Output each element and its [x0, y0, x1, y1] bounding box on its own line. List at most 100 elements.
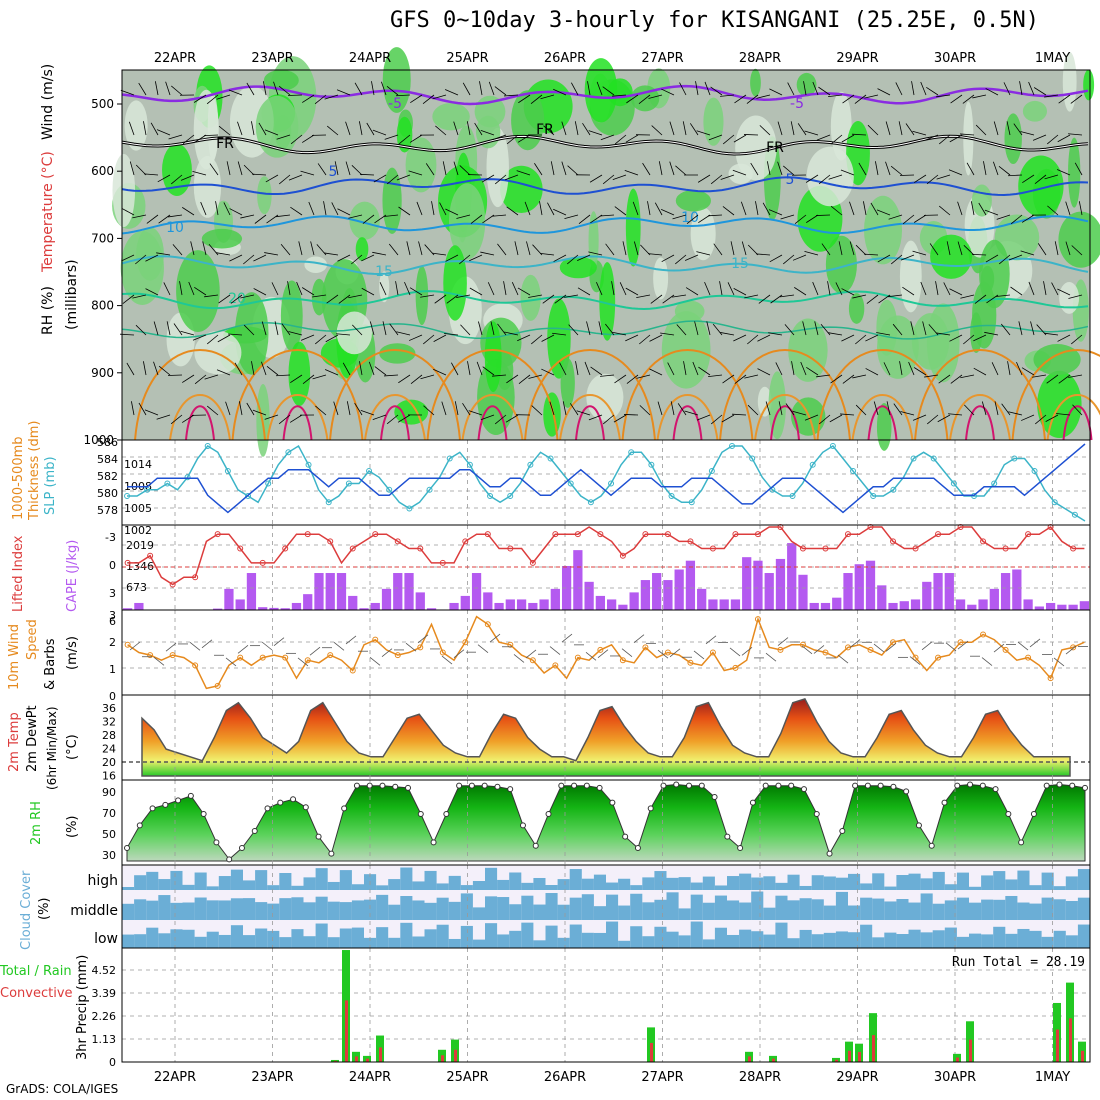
cloud-bar — [593, 874, 606, 890]
wind-barb — [203, 134, 219, 136]
wind-barb — [274, 321, 279, 336]
wind-barb — [1068, 294, 1083, 299]
rh-point — [826, 850, 833, 857]
lifted-index-point — [845, 531, 851, 538]
pressure-tick-label: 1000 — [83, 433, 114, 447]
wind-barb — [312, 374, 327, 380]
wind-barb — [188, 281, 195, 296]
wind-barb — [586, 321, 591, 336]
cloud-row-label: middle — [70, 903, 118, 919]
wind-barb — [913, 214, 927, 223]
wind-barb — [300, 170, 315, 176]
wind-barb — [864, 94, 879, 99]
thickness-line — [127, 443, 1086, 514]
cloud-bar — [787, 874, 800, 890]
wind-barb — [389, 323, 399, 336]
wind-barb — [373, 174, 387, 183]
rh-point — [583, 782, 590, 789]
wind-barb — [600, 374, 615, 377]
cloud-bar — [194, 897, 207, 920]
wind-barb — [794, 287, 807, 296]
cloud-bar — [315, 868, 328, 890]
temp-axis-label: 2m Temp — [7, 712, 22, 772]
wind-barb — [237, 644, 249, 654]
wind-barb — [885, 643, 897, 652]
cape-bar — [1079, 601, 1089, 610]
lifted-index-point — [529, 559, 536, 566]
boundary-layer-contour — [231, 349, 364, 441]
pressure-tick-label: 900 — [91, 366, 114, 380]
rh-point — [545, 811, 552, 817]
cloud-bar — [690, 882, 703, 890]
wind-barb — [747, 404, 759, 416]
cloud-bar — [823, 932, 836, 948]
precip-tick-label: 4.52 — [92, 964, 117, 977]
slp-point — [164, 480, 171, 487]
rh-point — [1056, 781, 1063, 788]
wind-barb — [661, 88, 675, 96]
rh-point — [277, 799, 284, 806]
rh-point — [200, 811, 207, 817]
wind-barb — [506, 206, 519, 216]
cloud-bar — [521, 922, 534, 948]
wind-barb — [567, 254, 579, 265]
wind-barb — [835, 282, 843, 296]
cloud-bar — [606, 894, 619, 920]
wind-barb — [384, 134, 399, 140]
cloud-bar — [969, 902, 982, 920]
cloud-bar — [364, 899, 377, 920]
wind-barb — [1007, 361, 1011, 376]
wind-barb — [543, 125, 555, 136]
wind-barb — [478, 321, 483, 336]
wind-barb — [908, 361, 915, 376]
cloud-bar — [775, 882, 788, 890]
cloud-bar — [545, 893, 558, 920]
wind-barb — [935, 281, 939, 296]
rh-point — [647, 805, 654, 812]
wind-barb — [657, 649, 669, 659]
wind-barb — [243, 254, 255, 265]
rh-point — [634, 845, 641, 851]
cape-bar — [989, 588, 999, 610]
wind-barb — [747, 244, 759, 256]
wind-barb — [911, 81, 915, 96]
cloud-bar — [194, 936, 207, 948]
cape-bar — [629, 592, 639, 610]
contour-label: FR — [216, 136, 234, 152]
cloud-bar — [763, 907, 776, 920]
cloud-bar — [884, 901, 897, 920]
wind-barb — [453, 649, 465, 658]
cloud-bar — [751, 891, 764, 920]
wind-barb — [960, 133, 975, 136]
wind-barb — [804, 130, 819, 136]
cloud-bar — [279, 937, 292, 948]
wind-barb — [315, 405, 327, 416]
wind-barb — [841, 334, 855, 342]
cloud-bar — [920, 893, 933, 920]
boundary-layer-contour — [329, 349, 461, 441]
wind-barb — [1071, 334, 1083, 345]
cloud-bar — [303, 936, 316, 948]
wind-barb — [143, 121, 147, 136]
boundary-layer-contour — [477, 405, 508, 441]
wind-barb — [228, 333, 243, 336]
date-label-bottom: 29APR — [836, 1070, 878, 1085]
rh-point — [175, 797, 182, 804]
wind-barb — [206, 334, 219, 345]
rh-point — [507, 786, 514, 793]
cape-bar — [494, 602, 504, 610]
cloud-bar — [739, 929, 752, 948]
wind-barb — [386, 414, 399, 425]
wind-barb — [802, 321, 807, 336]
rh-point — [353, 782, 360, 789]
wind-barb — [561, 633, 573, 643]
wind-barb — [290, 134, 303, 145]
wind-barb — [444, 89, 459, 96]
wind-barb — [893, 403, 903, 416]
wind-speed-point — [754, 616, 761, 623]
wind-speed-point — [169, 652, 176, 659]
rh-point — [494, 783, 501, 790]
wind-barb — [729, 647, 741, 657]
cloud-bar — [714, 885, 727, 890]
wind-barb — [852, 133, 867, 136]
